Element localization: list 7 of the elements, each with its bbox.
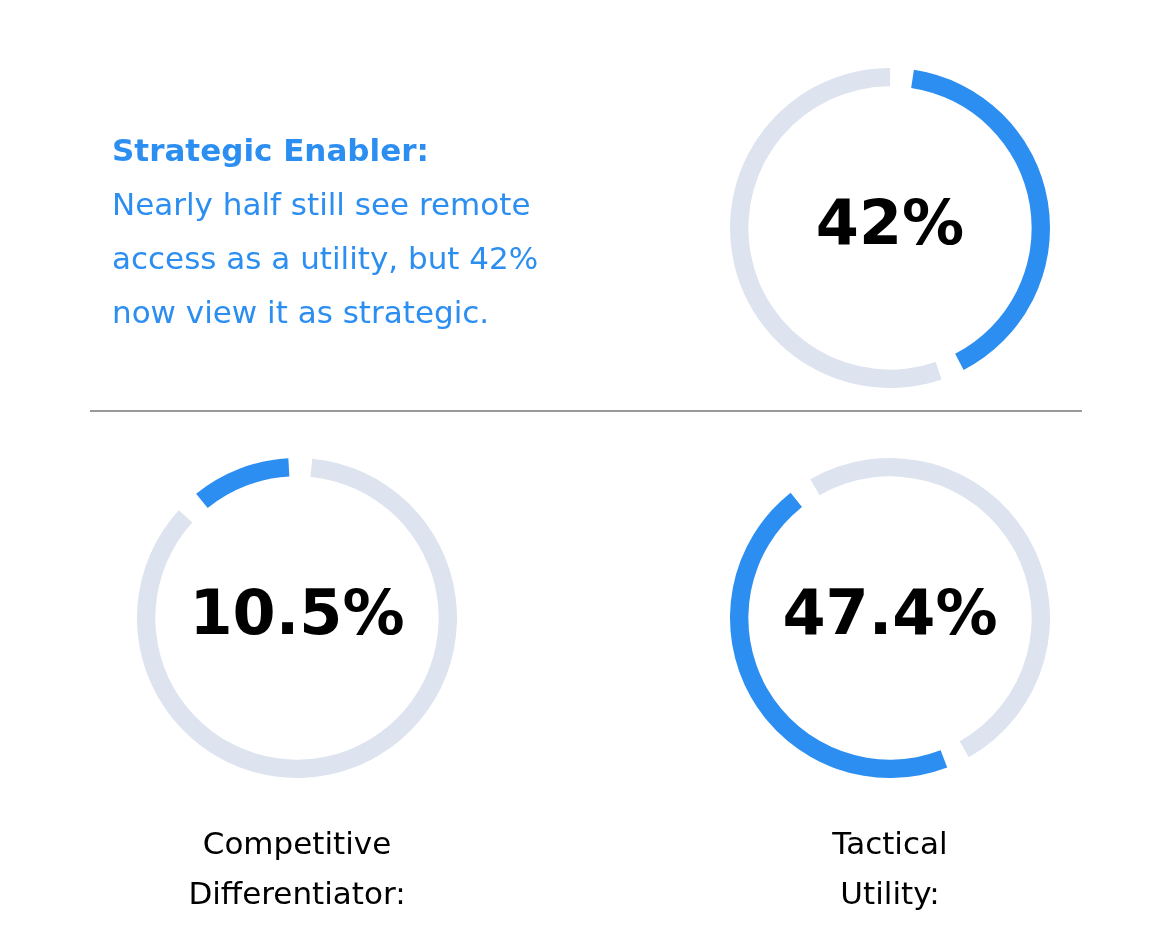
text: Competitive Differentiator: — [187, 824, 407, 913]
data-label: 10.5% — [189, 576, 405, 650]
data-label: 47.4% — [782, 576, 998, 650]
text: Strategic Enabler: — [112, 131, 430, 170]
text: Nearly half still see remote access as a utility, but 42% now view it as strategic. — [112, 185, 540, 332]
data-label: 42% — [815, 186, 965, 260]
text: Tactical Utility: — [831, 824, 949, 913]
